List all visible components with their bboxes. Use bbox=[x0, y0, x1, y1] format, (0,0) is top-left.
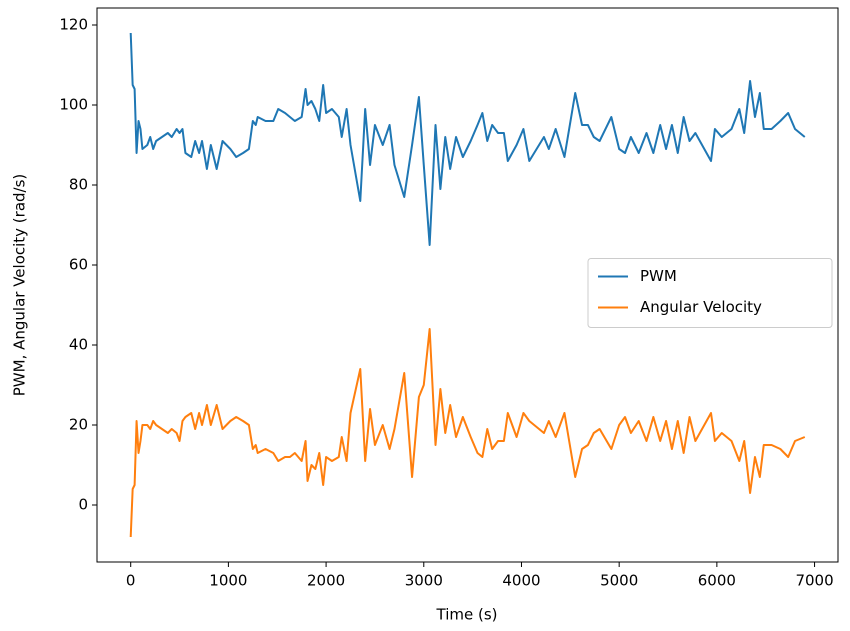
x-tick-label: 5000 bbox=[600, 572, 638, 590]
line-series bbox=[129, 32, 806, 246]
y-tick-label: 100 bbox=[59, 96, 88, 114]
x-tick-label: 6000 bbox=[698, 572, 736, 590]
y-axis-label: PWM, Angular Velocity (rad/s) bbox=[11, 174, 29, 397]
line-series bbox=[129, 328, 806, 538]
y-tick-label: 40 bbox=[69, 336, 88, 354]
legend-box bbox=[587, 258, 833, 328]
y-tick-label: 80 bbox=[69, 176, 88, 194]
x-tick-label: 1000 bbox=[209, 572, 247, 590]
x-axis-label: Time (s) bbox=[436, 606, 498, 624]
legend: PWM Angular Velocity bbox=[587, 258, 833, 328]
y-tick-label: 0 bbox=[78, 496, 88, 514]
x-tick-label: 7000 bbox=[795, 572, 833, 590]
y-tick-label: 20 bbox=[69, 416, 88, 434]
x-tick-label: 4000 bbox=[502, 572, 540, 590]
x-tick-label: 3000 bbox=[405, 572, 443, 590]
x-tick-label: 0 bbox=[126, 572, 136, 590]
x-tick-label: 2000 bbox=[307, 572, 345, 590]
y-tick-label: 120 bbox=[59, 16, 88, 34]
y-tick-label: 60 bbox=[69, 256, 88, 274]
legend-label: PWM bbox=[640, 267, 677, 285]
legend-label: Angular Velocity bbox=[640, 298, 762, 316]
plot-frame bbox=[96, 7, 839, 563]
